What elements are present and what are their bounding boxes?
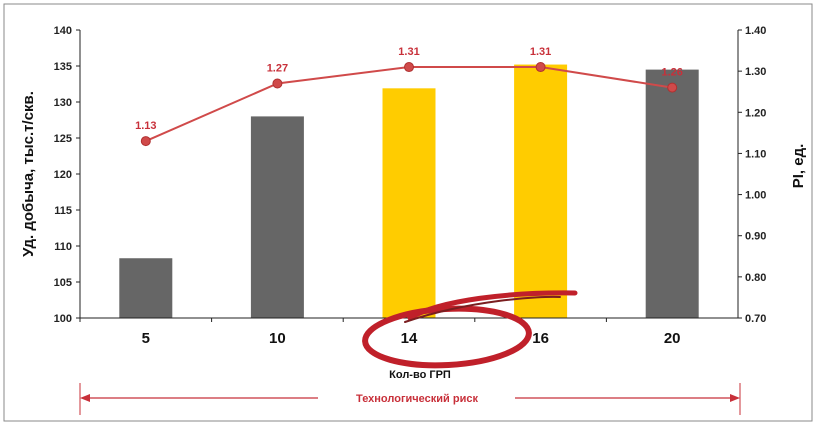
pi-point-14 [404, 62, 414, 73]
bar-16 [514, 64, 568, 318]
category-label-20: 20 [664, 330, 681, 347]
pi-data-label-14: 1.31 [398, 46, 419, 58]
left-tick-label: 140 [54, 25, 72, 37]
left-tick-label: 115 [54, 205, 72, 217]
right-tick-label: 0.80 [745, 272, 766, 284]
right-tick-label: 0.90 [745, 231, 766, 243]
category-label-16: 16 [532, 330, 549, 347]
emphasis-circle-scribble [362, 290, 578, 369]
y-axis-label-right: PI, ед. [790, 144, 807, 189]
right-tick-label: 1.30 [745, 66, 766, 78]
left-tick-label: 130 [54, 97, 72, 109]
right-tick-label: 1.00 [745, 190, 766, 202]
pi-point-10 [272, 78, 283, 89]
category-label-10: 10 [269, 330, 286, 347]
left-tick-label: 135 [54, 61, 72, 73]
category-label-5: 5 [142, 330, 150, 347]
pi-point-20 [667, 82, 678, 93]
left-tick-label: 120 [54, 169, 72, 181]
bar-20 [645, 69, 699, 318]
pi-point-5 [140, 136, 151, 147]
pi-data-label-20: 1.26 [661, 67, 682, 79]
risk-arrow [79, 383, 741, 415]
right-tick-label: 1.10 [745, 148, 766, 160]
left-tick-label: 110 [54, 241, 72, 253]
category-label-14: 14 [401, 330, 418, 347]
bar-14 [382, 88, 436, 318]
right-tick-label: 1.20 [745, 107, 766, 119]
left-tick-label: 105 [54, 277, 72, 289]
risk-label: Технологический риск [356, 393, 478, 405]
right-tick-label: 1.40 [745, 25, 766, 37]
left-tick-label: 100 [54, 313, 72, 325]
pi-point-16 [535, 62, 546, 73]
bar-10 [250, 116, 304, 319]
pi-data-label-16: 1.31 [530, 46, 551, 58]
bar-5 [119, 258, 173, 318]
pi-data-label-10: 1.27 [267, 62, 288, 74]
pi-data-label-5: 1.13 [135, 120, 156, 132]
left-tick-label: 125 [54, 133, 72, 145]
x-axis-label: Кол-во ГРП [389, 369, 451, 381]
y-axis-label-left: Уд. добыча, тыс.т/скв. [20, 91, 37, 257]
right-tick-label: 0.70 [745, 313, 766, 325]
